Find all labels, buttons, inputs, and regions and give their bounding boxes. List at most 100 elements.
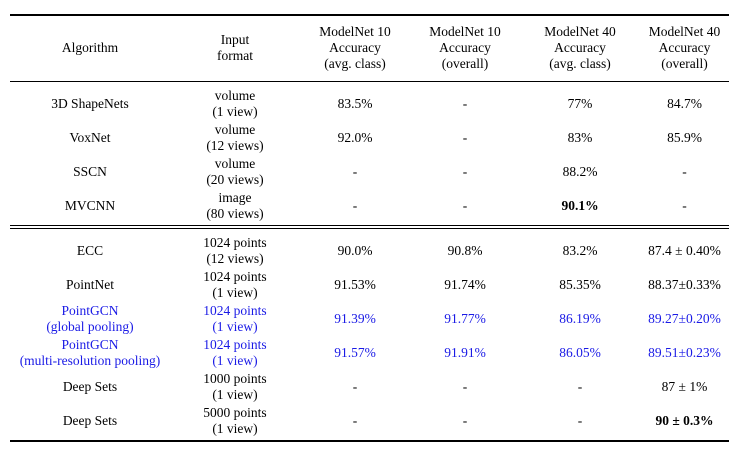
cell-line: Deep Sets: [62, 413, 118, 428]
cell-value: 85.9%: [667, 130, 702, 145]
table-row: PointNet 1024 points (1 view) 91.53% 91.74% 8…: [10, 268, 729, 302]
mn10-avg-header: ModelNet 10 Accuracy (avg. class): [300, 16, 410, 80]
top-rule: [10, 14, 729, 16]
input-format-header: Input format: [170, 16, 300, 80]
mn40-avg-cell: 88.2%: [520, 155, 640, 189]
mn10-overall-cell: -: [410, 121, 520, 155]
cell-line: Deep Sets: [62, 379, 118, 394]
mn10-overall-header: ModelNet 10 Accuracy (overall): [410, 16, 520, 80]
mn40-overall-cell: 88.37±0.33%: [640, 268, 729, 302]
cell-value: 90.8%: [447, 243, 483, 258]
mn10-overall-cell: -: [410, 87, 520, 121]
input-format-cell: 1024 points (1 view): [170, 336, 300, 370]
cell-value: 89.27±0.20%: [648, 311, 721, 326]
table-row: PointGCN (global pooling) 1024 points (1 vi…: [10, 302, 729, 336]
cell-line: (1 view): [212, 353, 258, 368]
cell-line: (1 view): [212, 319, 258, 334]
cell-value: -: [462, 164, 468, 179]
mn40-overall-cell: 87.4 ± 0.40%: [640, 234, 729, 268]
mn40-overall-cell: -: [640, 189, 729, 223]
mn40-overall-cell: 85.9%: [640, 121, 729, 155]
cell-line: MVCNN: [64, 198, 116, 213]
cell-line: (global pooling): [46, 319, 134, 334]
cell-value: -: [352, 413, 358, 428]
cell-value: 91.53%: [334, 277, 376, 292]
table-row: PointGCN (multi-resolution pooling) 1024 p…: [10, 336, 729, 370]
cell-value: 90.0%: [337, 243, 373, 258]
mn40-avg-cell: 83%: [520, 121, 640, 155]
header-line: (avg. class): [324, 56, 386, 71]
mn40-avg-cell: 83.2%: [520, 234, 640, 268]
mn10-avg-cell: -: [300, 155, 410, 189]
input-format-cell: volume (1 view): [170, 87, 300, 121]
cell-line: 1024 points: [203, 337, 267, 352]
algorithm-cell: ECC: [10, 234, 170, 268]
mn10-overall-cell: 91.77%: [410, 302, 520, 336]
cell-value: 83.2%: [562, 243, 598, 258]
cell-value: -: [352, 198, 358, 213]
cell-value: 89.51±0.23%: [648, 345, 721, 360]
cell-line: (12 views): [206, 251, 264, 266]
algorithm-header: Algorithm: [10, 16, 170, 80]
header-line: ModelNet 40: [544, 24, 616, 39]
header-line: Algorithm: [61, 40, 119, 55]
table-row: Deep Sets 1000 points (1 view) - - - 87 ± 1%: [10, 370, 729, 404]
cell-line: PointGCN: [61, 337, 119, 352]
mn40-avg-cell: 85.35%: [520, 268, 640, 302]
mn10-avg-cell: 90.0%: [300, 234, 410, 268]
cell-value: 86.05%: [559, 345, 601, 360]
header-line: (overall): [661, 56, 708, 71]
cell-value: 77%: [567, 96, 593, 111]
cell-value: 87.4 ± 0.40%: [648, 243, 721, 258]
cell-line: (20 views): [206, 172, 264, 187]
cell-value: 87 ± 1%: [661, 379, 708, 394]
cell-value: 88.2%: [562, 164, 598, 179]
cell-line: PointNet: [65, 277, 114, 292]
mn10-avg-cell: 91.53%: [300, 268, 410, 302]
mn10-overall-cell: -: [410, 155, 520, 189]
header-line: (avg. class): [549, 56, 611, 71]
mn10-avg-cell: 92.0%: [300, 121, 410, 155]
table-row: ECC 1024 points (12 views) 90.0% 90.8% 83.2% 8…: [10, 234, 729, 268]
mn10-overall-cell: -: [410, 404, 520, 438]
algorithm-cell: Deep Sets: [10, 370, 170, 404]
cell-value: 91.57%: [334, 345, 376, 360]
header-line: Accuracy: [658, 40, 711, 55]
cell-value: -: [577, 413, 583, 428]
mn40-avg-cell: 86.05%: [520, 336, 640, 370]
table-row: VoxNet volume (12 views) 92.0% - 83% 85.9%: [10, 121, 729, 155]
algorithm-cell: 3D ShapeNets: [10, 87, 170, 121]
cell-value: 91.91%: [444, 345, 486, 360]
mn40-overall-cell: 90 ± 0.3%: [640, 404, 729, 438]
cell-line: ECC: [76, 243, 104, 258]
input-format-cell: image (80 views): [170, 189, 300, 223]
input-format-cell: 1024 points (1 view): [170, 268, 300, 302]
mn10-overall-cell: -: [410, 370, 520, 404]
header-rule: [10, 81, 729, 82]
mn10-avg-cell: 83.5%: [300, 87, 410, 121]
mn10-avg-cell: -: [300, 370, 410, 404]
input-format-cell: volume (20 views): [170, 155, 300, 189]
mn10-avg-cell: 91.57%: [300, 336, 410, 370]
header-line: Accuracy: [554, 40, 606, 55]
header-line: ModelNet 40: [648, 24, 721, 39]
header-line: (overall): [441, 56, 489, 71]
cell-line: 1024 points: [203, 235, 267, 250]
cell-value: 91.77%: [444, 311, 486, 326]
cell-line: 5000 points: [203, 405, 267, 420]
mn10-avg-cell: 91.39%: [300, 302, 410, 336]
cell-line: image: [218, 190, 252, 205]
cell-line: 1024 points: [203, 303, 267, 318]
mn40-avg-cell: 90.1%: [520, 189, 640, 223]
cell-value: -: [462, 379, 468, 394]
mn10-overall-cell: -: [410, 189, 520, 223]
table-row: Deep Sets 5000 points (1 view) - - - 90 ± 0.3%: [10, 404, 729, 438]
cell-line: volume: [214, 88, 256, 103]
cell-line: volume: [214, 122, 256, 137]
cell-line: (80 views): [206, 206, 264, 221]
input-format-cell: 5000 points (1 view): [170, 404, 300, 438]
cell-value: -: [462, 413, 468, 428]
mn10-avg-cell: -: [300, 404, 410, 438]
group-divider-rule-2: [10, 228, 729, 229]
cell-value: 85.35%: [559, 277, 601, 292]
